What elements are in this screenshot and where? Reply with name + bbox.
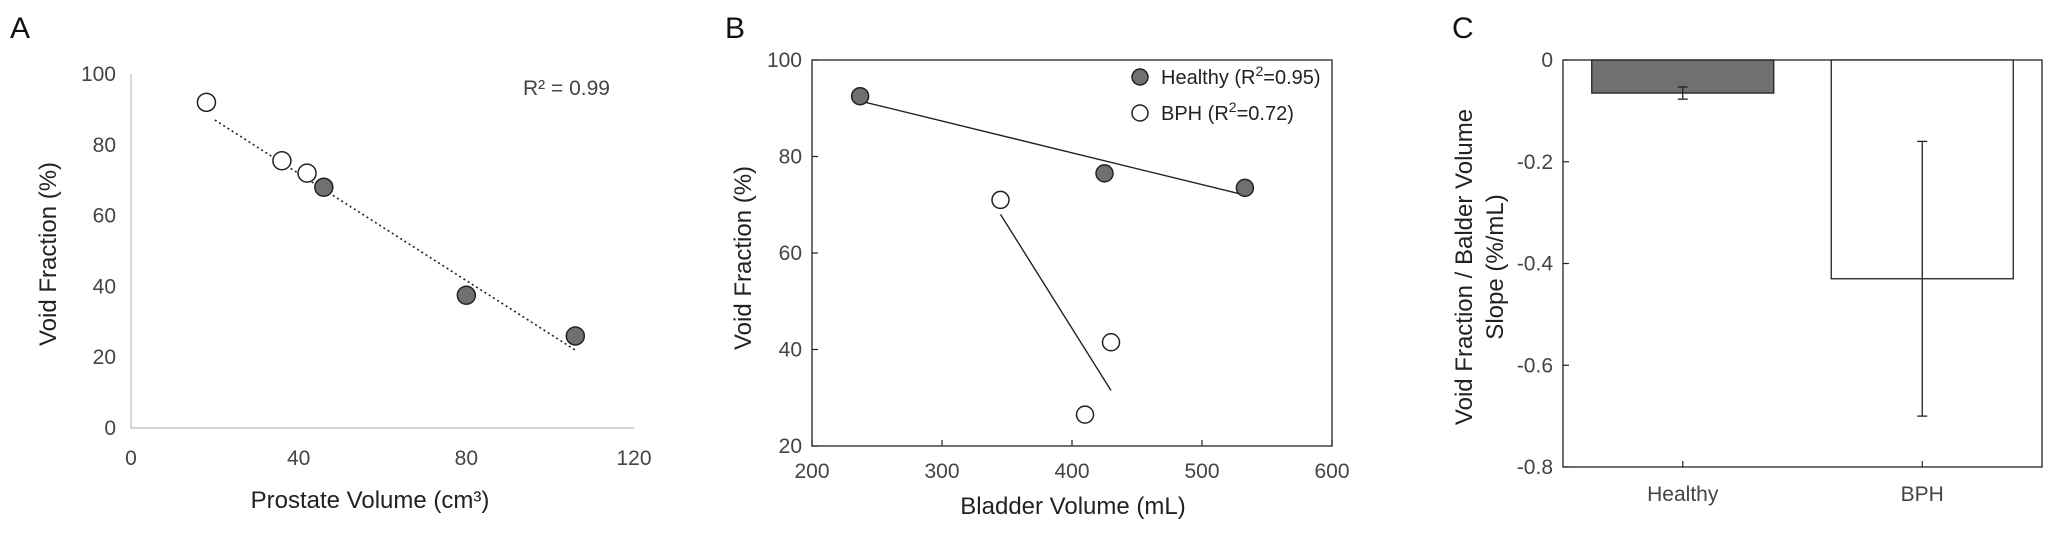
panel-c-y-tick-label: -0.4 [1517,253,1554,276]
panel-a-y-tick-label: 40 [93,275,116,298]
panel-a-plot [196,92,586,351]
panel-b-label: B [725,12,745,45]
panel-b-legend: Healthy (R2=0.95) BPH (R2=0.72) [1131,63,1321,125]
panel-b-x-tick-label: 400 [1054,460,1089,483]
panel-b-plot [850,86,1255,424]
panel-c-y-tick-label: 0 [1541,49,1553,72]
panel-a-x-tick-label: 40 [287,447,310,470]
panel-a-x-tick-label: 0 [125,447,137,470]
panel-c-y-tick-label: -0.6 [1517,354,1553,377]
panel-a-x-tick-label: 120 [616,447,651,470]
panel-a-y-tick-label: 60 [93,205,116,228]
panel-b-y-tick-label: 80 [779,146,802,169]
legend-label-bph: BPH (R2=0.72) [1161,99,1294,125]
panel-a-x-tick-label: 80 [455,447,478,470]
panel-b-y-tick-label: 40 [779,339,802,362]
panel-b-point-bph [1101,333,1121,352]
panel-b-axes: 200 300 400 500 600 20 40 60 80 100 [767,49,1350,483]
panel-a-point-bph [297,163,317,183]
panel-a-ylabel: Void Fraction (%) [35,162,62,346]
panel-c-x-tick-label: Healthy [1647,483,1719,506]
panel-a-label: A [10,12,30,45]
panel-b-x-tick-label: 500 [1184,460,1219,483]
panel-a-y-tick-label: 0 [104,417,116,440]
panel-a-r-squared: R² = 0.99 [523,77,610,100]
panel-b-x-tick-label: 200 [794,460,829,483]
panel-a-xlabel: Prostate Volume (cm³) [251,487,490,514]
panel-c-axes: 0 -0.2 -0.4 -0.6 -0.8 Healthy BPH [1517,49,2043,506]
panel-c-y-tick-label: -0.2 [1517,151,1553,174]
legend-label-healthy: Healthy (R2=0.95) [1161,63,1321,89]
panel-c-ylabel-line2: Slope (%/mL) [1482,194,1509,339]
panel-b-point-healthy [1235,178,1255,198]
panel-b-y-tick-label: 100 [767,49,802,72]
panel-a-fit-line [214,119,576,351]
panel-b-x-tick-label: 600 [1314,460,1349,483]
panel-a-point-healthy [456,285,477,305]
panel-b-fit-line-bph [999,214,1112,391]
panel-b-x-tick-label: 300 [924,460,959,483]
panel-b-point-bph [1075,405,1095,424]
panel-a-y-tick-label: 20 [93,346,116,369]
panel-a-point-bph [272,150,292,171]
panel-b-fit-line-healthy [859,100,1246,196]
panel-b-y-tick-label: 60 [779,242,802,265]
panel-c-ylabel-line1: Void Fraction / Balder Volume [1451,109,1478,425]
panel-a-point-healthy [314,177,334,198]
panel-b-xlabel: Bladder Volume (mL) [960,493,1185,520]
panel-b-point-bph [991,190,1010,210]
panel-a-y-tick-label: 100 [81,63,116,86]
panel-b-point-healthy [1095,164,1114,183]
legend-marker-healthy [1131,68,1149,86]
panel-c-plot [1591,59,2014,417]
panel-b-y-tick-label: 20 [779,435,802,458]
panel-a-axes: 0 40 80 120 0 20 40 60 80 100 [81,63,652,470]
panel-b-point-healthy [850,86,870,106]
panel-b-ylabel: Void Fraction (%) [730,166,757,350]
panel-c-x-tick-label: BPH [1901,483,1944,506]
panel-c-label: C [1452,12,1474,45]
panel-c-y-tick-label: -0.8 [1517,456,1553,479]
legend-marker-bph [1131,104,1149,122]
panel-a-point-healthy [565,326,586,346]
panel-a-y-tick-label: 80 [93,134,116,157]
panel-a-point-bph [196,92,217,113]
